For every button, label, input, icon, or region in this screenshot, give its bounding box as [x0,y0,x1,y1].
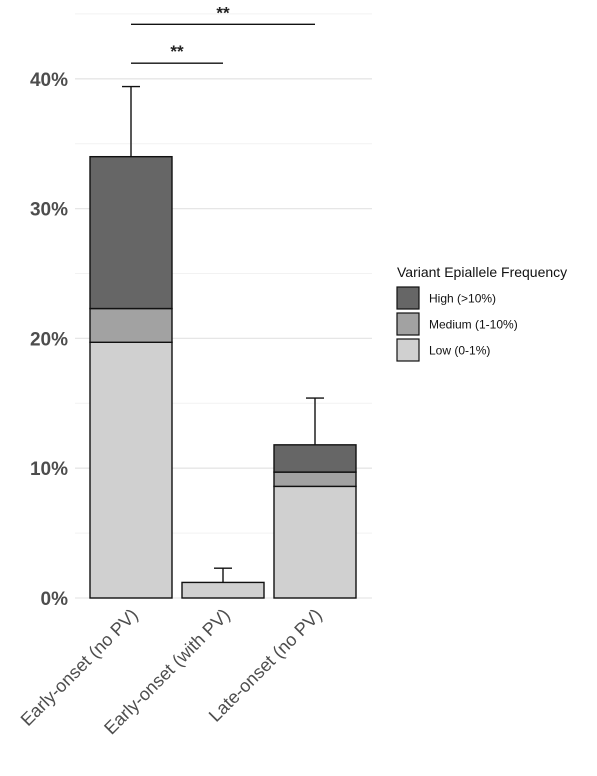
bar-segment [89,155,173,310]
bar-segment [273,485,357,599]
legend-swatch [396,338,420,362]
y-tick-label: 40% [30,70,68,91]
y-tick-label: 30% [30,200,68,221]
significance-label: ** [216,3,230,22]
legend-label: Low (0-1%) [429,344,490,358]
error-bars [122,85,324,583]
bar-segment [89,341,173,599]
bar-segment [273,471,357,488]
legend-swatch [396,312,420,336]
y-axis: 0% 10% 20% 30% 40% [30,70,68,610]
legend-label: Medium (1-10%) [429,318,518,332]
legend-title: Variant Epiallele Frequency [397,264,567,280]
significance-brackets: ** ** [131,3,315,64]
bar-segment [89,307,173,343]
y-tick-label: 20% [30,329,68,350]
y-tick-label: 10% [30,459,68,480]
legend-label: High (>10%) [429,292,496,306]
bars [89,155,357,599]
y-tick-label: 0% [41,589,69,610]
legend-swatch [396,286,420,310]
x-axis: Early-onset (no PV)Early-onset (with PV)… [17,605,326,739]
legend: Variant Epiallele Frequency High (>10%) Me… [396,264,567,362]
bar-segment [181,581,265,599]
significance-label: ** [170,42,184,61]
bar-segment [273,444,357,473]
